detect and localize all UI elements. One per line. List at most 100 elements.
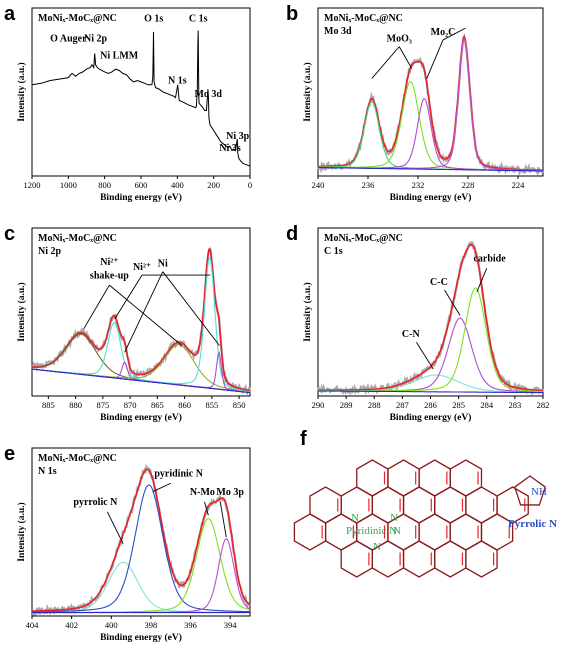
x-tick-label-b-4: 224 [512,180,526,190]
hex-ring-9 [465,486,498,524]
x-tick-label-c-7: 850 [233,400,246,410]
x-tick-label-a-1: 1000 [60,180,77,190]
x-tick-label-c-6: 855 [205,400,218,410]
x-tick-label-e-3: 398 [145,620,158,630]
hex-ring-18 [340,540,374,578]
chart-title-d: MoNiₓ-MoCₓ@NC [324,233,403,244]
annotation-a-1: Ni 2p [84,34,108,45]
annotation-c-1: shake-up [90,270,129,281]
hex-ring-8 [434,486,467,524]
x-tick-label-d-4: 286 [424,400,437,410]
annotation-arrow-e-3 [219,501,227,538]
annotation-c-0: Ni²⁺ [100,257,118,268]
hex-ring-6 [371,486,405,524]
pyrrolic-n-label: Pyrrolic N [508,518,557,530]
hex-ring-1 [387,459,420,497]
annotation-b-1: Mo₂C [431,27,456,38]
hex-ring-15 [418,513,451,551]
x-tick-label-b-1: 236 [362,180,375,190]
x-tick-label-a-4: 400 [171,180,184,190]
n-label-top2: N [390,512,398,524]
hex-ring-22 [465,540,498,578]
hex-ring-4 [309,486,342,524]
annotation-c-2: Ni²⁺ [133,262,151,273]
annotation-a-6: Mo 3d [194,89,222,100]
annotation-a-2: Ni LMM [100,50,139,61]
x-tick-label-a-2: 800 [98,180,111,190]
panel-label-c: c [4,223,15,245]
series-line-e-comp-pyridinic [32,484,250,613]
x-tick-label-d-1: 289 [340,400,353,410]
hex-ring-0 [356,459,389,497]
annotation-arrow-e-0 [106,511,124,544]
plot-frame-d [317,227,544,397]
annotation-a-0: O Auger [50,34,87,45]
series-line-e-comp-mo3p [32,538,251,614]
pyrrole-ring [514,475,546,506]
x-tick-label-d-3: 287 [396,400,409,410]
y-axis-label-b: Intensity (a.u.) [302,62,313,121]
series-line-d-fit [318,243,543,392]
x-axis-label-c: Binding energy (eV) [100,412,182,423]
annotation-arrow-c-1 [109,284,183,346]
annotation-arrow-c-5 [162,271,220,346]
annotation-c-3: Ni [158,259,168,270]
n-label-left: N [351,512,359,524]
x-axis-label-a: Binding energy (eV) [100,192,182,203]
hex-ring-2 [418,459,451,497]
series-line-a-survey [31,30,251,167]
x-tick-label-e-2: 400 [105,620,118,630]
chart-subtitle-c: Ni 2p [38,246,62,257]
chart-subtitle-e: N 1s [38,466,57,477]
annotation-d-1: C-C [430,277,448,288]
chart-e-n1s: 404 402 400 398 396 394 Binding energy (eV) Int… [16,447,251,643]
panel-label-e: e [4,443,15,465]
x-tick-label-a-5: 200 [207,180,220,190]
series-line-e-comp-pyrrolic [32,561,250,613]
hex-ring-3 [449,459,483,497]
annotation-arrow-d-1 [444,289,461,316]
x-tick-label-c-5: 860 [178,400,191,410]
x-tick-label-d-8: 282 [537,400,550,410]
annotation-arrow-b-1 [398,46,413,69]
chart-title-c: MoNiₓ-MoCₓ@NC [38,233,117,244]
x-tick-label-a-6: 0 [248,180,252,190]
n-label-bottom: N [373,541,381,553]
annotation-arrow-c-4 [124,271,164,353]
annotation-d-0: carbide [473,254,506,265]
annotation-arrow-d-0 [476,268,488,293]
hex-ring-21 [434,540,467,578]
annotation-a-5: N 1s [168,76,187,87]
x-tick-label-c-4: 865 [151,400,164,410]
x-tick-label-e-1: 402 [65,620,78,630]
x-tick-label-d-6: 284 [480,400,494,410]
series-line-e-comp-nmo [32,518,251,614]
annotation-arrow-c-2 [114,274,143,319]
annotation-arrow-e-2 [203,501,209,516]
annotation-arrow-d-2 [416,342,434,370]
annotation-arrow-e-1 [152,482,171,493]
chart-title-a: MoNiₓ-MoCₓ@NC [38,13,117,24]
y-axis-label-d: Intensity (a.u.) [302,282,313,341]
panel-label-a: a [4,3,16,25]
chart-d-c1s: 290 289 288 287 286 285 284 283 282 Binding energ… [302,227,550,423]
panel-label-f: f [300,428,307,450]
x-tick-label-e-0: 404 [26,620,40,630]
chart-b-mo3d: 240 236 232 228 224 Binding energy (eV) Intens… [302,7,544,203]
annotation-e-3: Mo 3p [216,487,244,498]
y-axis-label-a: Intensity (a.u.) [16,62,27,121]
n-label-top1: N [393,525,401,537]
x-axis-label-b: Binding energy (eV) [390,192,472,203]
x-tick-label-d-7: 283 [509,400,522,410]
plot-frame-c [31,227,251,397]
chart-subtitle-b: Mo 3d [324,26,352,37]
x-tick-label-d-2: 288 [368,400,381,410]
plot-frame-e [31,447,251,617]
x-tick-label-e-4: 396 [184,620,197,630]
x-tick-label-c-3: 870 [124,400,137,410]
series-line-d-background [318,390,543,394]
series-line-b-background [318,167,544,172]
x-axis-label-d: Binding energy (eV) [390,412,472,423]
plot-frame-b [317,7,544,177]
